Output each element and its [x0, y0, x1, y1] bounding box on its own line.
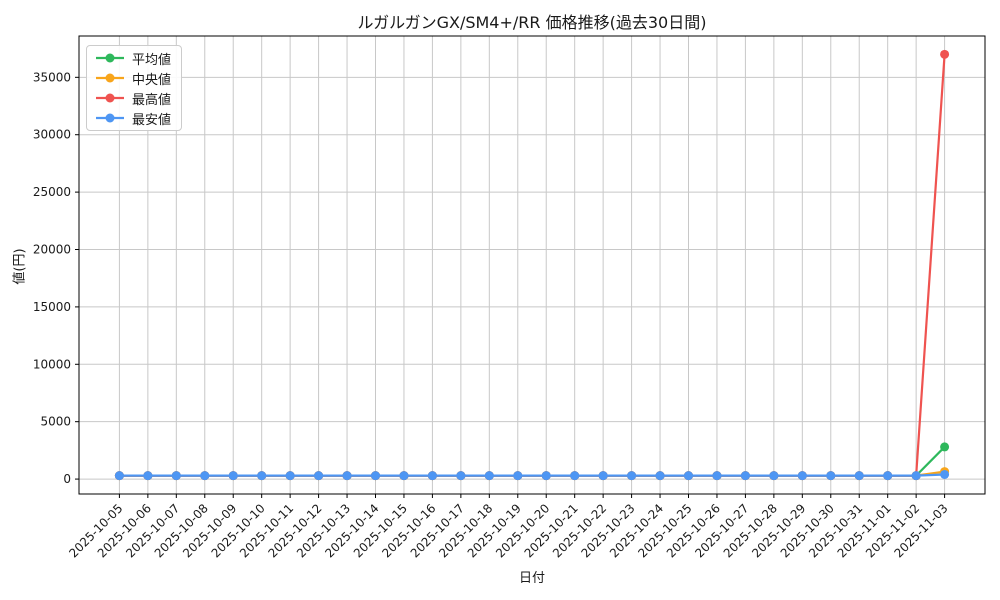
legend-marker-icon: [96, 53, 124, 63]
series-marker-3: [114, 471, 124, 481]
series-line-3: [119, 473, 945, 477]
series-marker-3: [370, 471, 380, 481]
series-marker-0: [940, 442, 950, 452]
series-marker-3: [342, 471, 352, 481]
y-axis-label: 値(円): [12, 248, 28, 285]
x-axis-label: 日付: [518, 571, 545, 586]
series-marker-3: [883, 471, 893, 481]
series-marker-3: [399, 471, 409, 481]
legend-marker-icon: [96, 113, 124, 123]
legend-label: 中央値: [132, 72, 172, 88]
series-marker-3: [200, 471, 210, 481]
y-tick-label: 30000: [33, 128, 71, 142]
series-marker-3: [940, 469, 950, 479]
series-marker-3: [257, 471, 267, 481]
series-marker-3: [684, 471, 694, 481]
series-marker-3: [484, 471, 494, 481]
plot-border: [78, 35, 986, 495]
series-marker-3: [285, 471, 295, 481]
series-marker-3: [314, 471, 324, 481]
y-tick-label: 15000: [33, 300, 71, 314]
legend: 平均値中央値最高値最安値: [86, 45, 183, 131]
series-marker-3: [740, 471, 750, 481]
legend-item-1: 中央値: [95, 68, 171, 88]
legend-label: 最安値: [132, 112, 172, 128]
series-marker-3: [712, 471, 722, 481]
series-marker-3: [228, 471, 238, 481]
series-marker-3: [911, 471, 921, 481]
legend-item-2: 最高値: [95, 88, 171, 108]
legend-label: 平均値: [132, 52, 172, 68]
series-marker-3: [427, 471, 437, 481]
series-marker-3: [541, 471, 551, 481]
legend-item-3: 最安値: [95, 108, 171, 128]
legend-marker-icon: [96, 73, 124, 83]
series-marker-3: [598, 471, 608, 481]
series-marker-3: [769, 471, 779, 481]
y-tick-label: 10000: [33, 357, 71, 371]
series-marker-3: [854, 471, 864, 481]
legend-label: 最高値: [132, 92, 172, 108]
y-tick-label: 0: [63, 472, 71, 486]
chart-title: ルガルガンGX/SM4+/RR 価格推移(過去30日間): [357, 13, 707, 32]
y-tick-label: 5000: [40, 415, 71, 429]
series-marker-3: [797, 471, 807, 481]
series-marker-2: [940, 49, 950, 59]
series-marker-3: [826, 471, 836, 481]
series-marker-3: [570, 471, 580, 481]
y-tick-label: 25000: [33, 185, 71, 199]
series-marker-3: [171, 471, 181, 481]
series-line-0: [119, 446, 946, 477]
y-tick-label: 35000: [33, 70, 71, 84]
series-marker-3: [513, 471, 523, 481]
series-line-2: [119, 54, 946, 477]
series-marker-3: [627, 471, 637, 481]
series-marker-3: [143, 471, 153, 481]
legend-item-0: 平均値: [95, 48, 171, 68]
y-tick-label: 20000: [33, 243, 71, 257]
series-marker-3: [456, 471, 466, 481]
series-marker-3: [655, 471, 665, 481]
legend-marker-icon: [96, 93, 124, 103]
